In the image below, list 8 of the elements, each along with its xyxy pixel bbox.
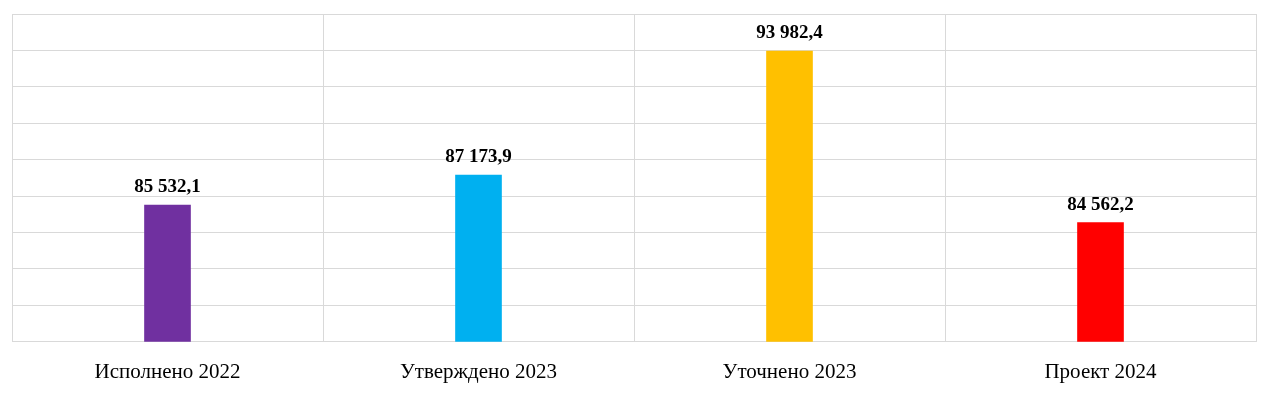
x-tick-label: Утверждено 2023 [399,358,558,383]
data-label: 84 562,2 [1067,192,1134,214]
data-label: 87 173,9 [445,145,512,167]
x-tick-label: Уточнено 2023 [722,358,857,383]
data-label: 93 982,4 [756,21,824,43]
data-label: 85 532,1 [134,175,201,197]
x-tick-label: Проект 2024 [1044,358,1158,383]
x-tick-label: Исполнено 2022 [94,358,241,383]
